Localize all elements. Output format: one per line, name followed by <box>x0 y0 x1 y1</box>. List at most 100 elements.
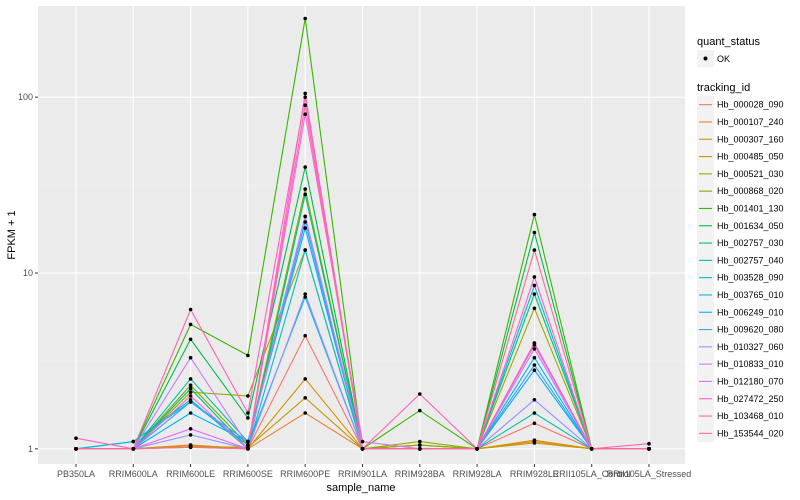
data-point <box>246 394 250 398</box>
data-point <box>188 400 193 404</box>
data-point <box>303 248 308 252</box>
legend-label: Hb_003528_090 <box>717 273 784 283</box>
data-point <box>532 355 537 360</box>
data-point <box>303 292 308 296</box>
y-tick-label: 10 <box>23 268 33 278</box>
data-point <box>188 355 193 360</box>
y-axis: 1 10 100 <box>18 92 38 454</box>
data-point <box>303 295 308 299</box>
x-tick-label: PB350LA <box>57 469 95 479</box>
data-point <box>303 165 308 169</box>
x-tick-label: RRII105LA_Stressed <box>607 469 692 479</box>
x-tick-label: RRII105LA_Control <box>553 469 631 479</box>
data-point <box>303 333 308 338</box>
legend-label: Hb_001401_130 <box>717 203 784 213</box>
data-point <box>188 377 193 381</box>
x-tick-label: RRIM600LA <box>109 469 158 479</box>
data-point <box>532 275 537 279</box>
data-point <box>532 438 537 443</box>
x-tick-label: RRIM600PE <box>280 469 330 479</box>
x-tick-label: RRIM901LA <box>338 469 387 479</box>
data-point <box>303 16 308 21</box>
data-point <box>532 363 537 367</box>
data-point <box>303 226 308 230</box>
x-tick-label: RRIM600LE <box>166 469 215 479</box>
data-point <box>532 212 537 217</box>
data-point <box>188 427 193 431</box>
legend-label: Hb_000307_160 <box>717 134 784 144</box>
legend-label: Hb_003765_010 <box>717 290 784 300</box>
data-point <box>246 439 250 444</box>
data-point <box>418 439 422 444</box>
data-point <box>188 394 193 398</box>
y-tick-label: 1 <box>28 444 33 454</box>
legend: quant_status OK tracking_id Hb_000028_09… <box>697 36 784 442</box>
data-point <box>532 248 537 252</box>
shape-legend-title: quant_status <box>697 36 760 48</box>
data-point <box>246 353 250 358</box>
data-point <box>532 292 537 296</box>
data-point <box>188 390 193 395</box>
data-point <box>532 411 537 415</box>
data-point <box>74 447 78 451</box>
data-point <box>418 392 422 396</box>
data-point <box>532 398 537 402</box>
data-point <box>303 411 308 415</box>
legend-label: Hb_006249_010 <box>717 307 784 317</box>
data-point <box>532 421 537 426</box>
x-tick-label: RRIM928LE <box>510 469 559 479</box>
data-point <box>303 220 308 224</box>
data-point <box>188 433 193 437</box>
data-point <box>360 439 365 444</box>
legend-label: Hb_027472_250 <box>717 394 784 404</box>
x-tick-label: RRIM928LA <box>453 469 502 479</box>
y-tick-label: 100 <box>18 92 33 102</box>
legend-label: Hb_010327_060 <box>717 342 784 352</box>
data-point <box>131 439 136 444</box>
data-point <box>246 447 250 451</box>
x-axis-title: sample_name <box>326 482 395 494</box>
data-point <box>303 103 308 107</box>
data-point <box>74 436 78 441</box>
data-point <box>303 377 308 381</box>
legend-label: Hb_000485_050 <box>717 152 784 162</box>
data-point <box>131 447 136 451</box>
shape-legend-point <box>703 56 708 61</box>
legend-label: Hb_153544_020 <box>717 428 784 438</box>
legend-label: Hb_009620_080 <box>717 325 784 335</box>
data-point <box>532 441 537 445</box>
data-point <box>418 447 422 451</box>
data-point <box>475 447 479 451</box>
x-tick-label: RRIM600SE <box>223 469 273 479</box>
data-point <box>647 441 651 446</box>
data-point <box>303 95 308 99</box>
data-point <box>303 112 308 116</box>
plot-panel <box>38 6 685 464</box>
data-point <box>188 337 193 342</box>
data-point <box>188 445 193 450</box>
data-point <box>246 411 250 415</box>
data-point <box>188 307 193 312</box>
legend-label: Hb_000868_020 <box>717 186 784 196</box>
data-point <box>303 192 308 197</box>
data-point <box>188 411 193 415</box>
data-point <box>532 368 537 373</box>
x-tick-label: RRIM928BA <box>395 469 445 479</box>
shape-legend-label: OK <box>717 54 730 64</box>
minor-gridlines <box>38 184 685 362</box>
data-point <box>647 447 651 451</box>
legend-label: Hb_010833_010 <box>717 359 784 369</box>
series-points <box>74 16 651 451</box>
data-point <box>303 187 308 191</box>
data-point <box>532 347 537 351</box>
legend-label: Hb_000521_030 <box>717 169 784 179</box>
data-point <box>303 91 308 96</box>
legend-label: Hb_002757_030 <box>717 238 784 248</box>
data-point <box>246 416 250 420</box>
color-legend-title: tracking_id <box>697 82 750 94</box>
data-point <box>532 341 537 345</box>
x-axis: PB350LA RRIM600LA RRIM600LE RRIM600SE RRIM60… <box>57 464 691 479</box>
data-point <box>303 214 308 219</box>
legend-label: Hb_002757_040 <box>717 255 784 265</box>
